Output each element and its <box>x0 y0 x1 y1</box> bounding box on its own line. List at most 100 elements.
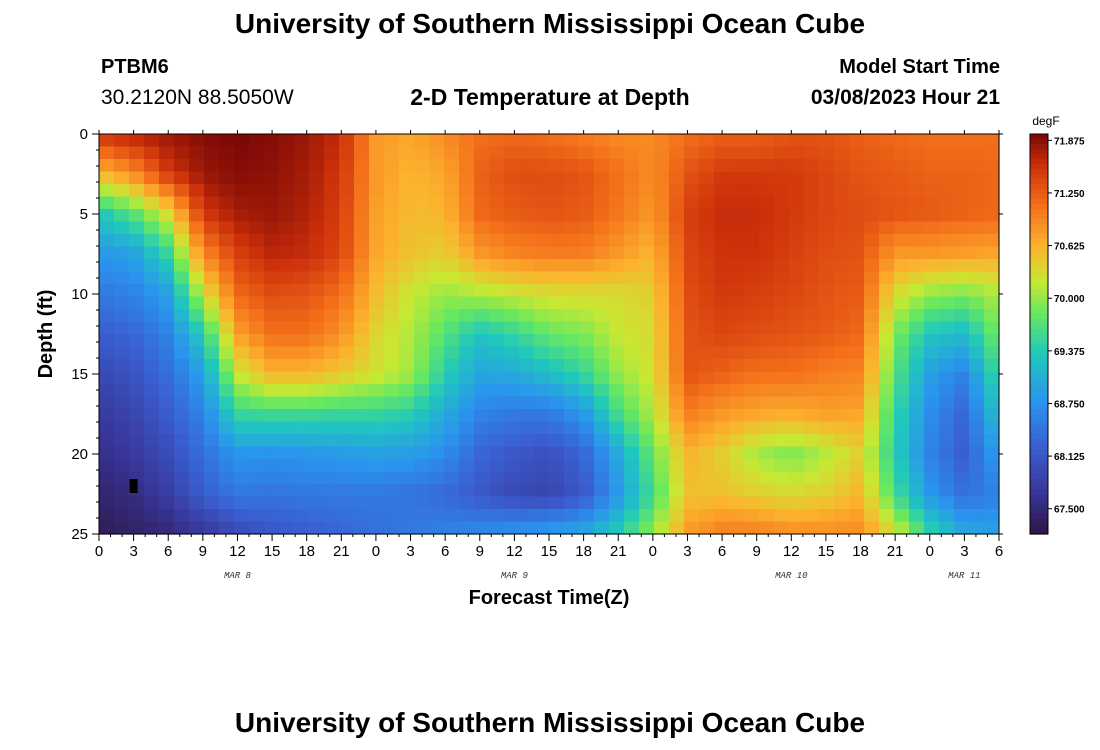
heatmap-cell <box>144 459 160 473</box>
heatmap-cell <box>969 434 985 448</box>
heatmap-cell <box>204 296 220 310</box>
heatmap-cell <box>384 421 400 435</box>
heatmap-cell <box>549 259 565 273</box>
heatmap-cell <box>684 284 700 298</box>
heatmap-cell <box>849 359 865 373</box>
heatmap-cell <box>744 134 760 148</box>
heatmap-cell <box>159 396 175 410</box>
heatmap-cell <box>324 446 340 460</box>
heatmap-cell <box>339 246 355 260</box>
heatmap-cell <box>144 221 160 235</box>
heatmap-cell <box>954 259 970 273</box>
heatmap-cell <box>99 246 115 260</box>
heatmap-cell <box>489 246 505 260</box>
heatmap-cell <box>909 446 925 460</box>
heatmap-cell <box>519 196 535 210</box>
heatmap-cell <box>474 196 490 210</box>
heatmap-cell <box>114 209 130 223</box>
heatmap-cell <box>339 134 355 148</box>
heatmap-cell <box>894 246 910 260</box>
heatmap-cell <box>969 259 985 273</box>
heatmap-cell <box>594 446 610 460</box>
heatmap-cell <box>924 196 940 210</box>
heatmap-cell <box>99 234 115 248</box>
heatmap-cell <box>249 496 265 510</box>
heatmap-cell <box>984 521 1000 535</box>
heatmap-cell <box>789 146 805 160</box>
heatmap-cell <box>174 421 190 435</box>
heatmap-cell <box>534 509 550 523</box>
heatmap-cell <box>879 234 895 248</box>
heatmap-cell <box>414 296 430 310</box>
heatmap-cell <box>384 371 400 385</box>
heatmap-cell <box>384 234 400 248</box>
heatmap-cell <box>504 246 520 260</box>
heatmap-cell <box>309 146 325 160</box>
heatmap-cell <box>564 434 580 448</box>
heatmap-cell <box>189 234 205 248</box>
y-tick-label: 5 <box>80 206 88 223</box>
heatmap-cell <box>324 496 340 510</box>
heatmap-cell <box>909 321 925 335</box>
heatmap-cell <box>684 384 700 398</box>
heatmap-cell <box>219 434 235 448</box>
heatmap-cell <box>534 446 550 460</box>
heatmap-cell <box>429 446 445 460</box>
heatmap-cell <box>459 459 475 473</box>
heatmap-cell <box>819 234 835 248</box>
heatmap-cell <box>834 371 850 385</box>
heatmap-cell <box>414 346 430 360</box>
y-tick-label: 15 <box>71 366 88 383</box>
heatmap-cell <box>114 384 130 398</box>
heatmap-cell <box>804 221 820 235</box>
heatmap-cell <box>564 234 580 248</box>
heatmap-cell <box>819 471 835 485</box>
x-tick-label: 12 <box>229 543 246 560</box>
heatmap-cell <box>669 171 685 185</box>
heatmap-cell <box>399 209 415 223</box>
colorbar-band <box>1030 404 1048 410</box>
heatmap-cell <box>684 234 700 248</box>
heatmap-cell <box>174 271 190 285</box>
colorbar-band <box>1030 274 1048 280</box>
heatmap-cell <box>309 384 325 398</box>
heatmap-cell <box>699 284 715 298</box>
heatmap-cell <box>534 321 550 335</box>
colorbar-band <box>1030 509 1048 515</box>
heatmap-cell <box>744 246 760 260</box>
heatmap-cell <box>174 509 190 523</box>
heatmap-cell <box>729 521 745 535</box>
heatmap-cell <box>219 446 235 460</box>
heatmap-cell <box>129 509 145 523</box>
heatmap-cell <box>714 271 730 285</box>
heatmap-cell <box>339 484 355 498</box>
heatmap-cell <box>759 496 775 510</box>
heatmap-cell <box>294 521 310 535</box>
heatmap-cell <box>129 459 145 473</box>
heatmap-cell <box>804 159 820 173</box>
heatmap-cell <box>429 334 445 348</box>
heatmap-cell <box>579 334 595 348</box>
heatmap-cell <box>249 434 265 448</box>
heatmap-cell <box>159 434 175 448</box>
heatmap-cell <box>729 246 745 260</box>
heatmap-cell <box>549 446 565 460</box>
heatmap-cell <box>789 296 805 310</box>
heatmap-cell <box>669 509 685 523</box>
heatmap-cell <box>174 384 190 398</box>
heatmap-cell <box>579 146 595 160</box>
colorbar-band <box>1030 369 1048 375</box>
heatmap-cell <box>744 271 760 285</box>
heatmap-cell <box>159 259 175 273</box>
heatmap-cell <box>309 209 325 223</box>
heatmap-cell <box>609 434 625 448</box>
heatmap-cell <box>744 471 760 485</box>
heatmap-cell <box>534 209 550 223</box>
heatmap-cell <box>684 171 700 185</box>
heatmap-cell <box>384 359 400 373</box>
heatmap-cell <box>684 446 700 460</box>
heatmap-cell <box>504 309 520 323</box>
colorbar-band <box>1030 354 1048 360</box>
heatmap-cell <box>174 146 190 160</box>
heatmap-cell <box>894 209 910 223</box>
